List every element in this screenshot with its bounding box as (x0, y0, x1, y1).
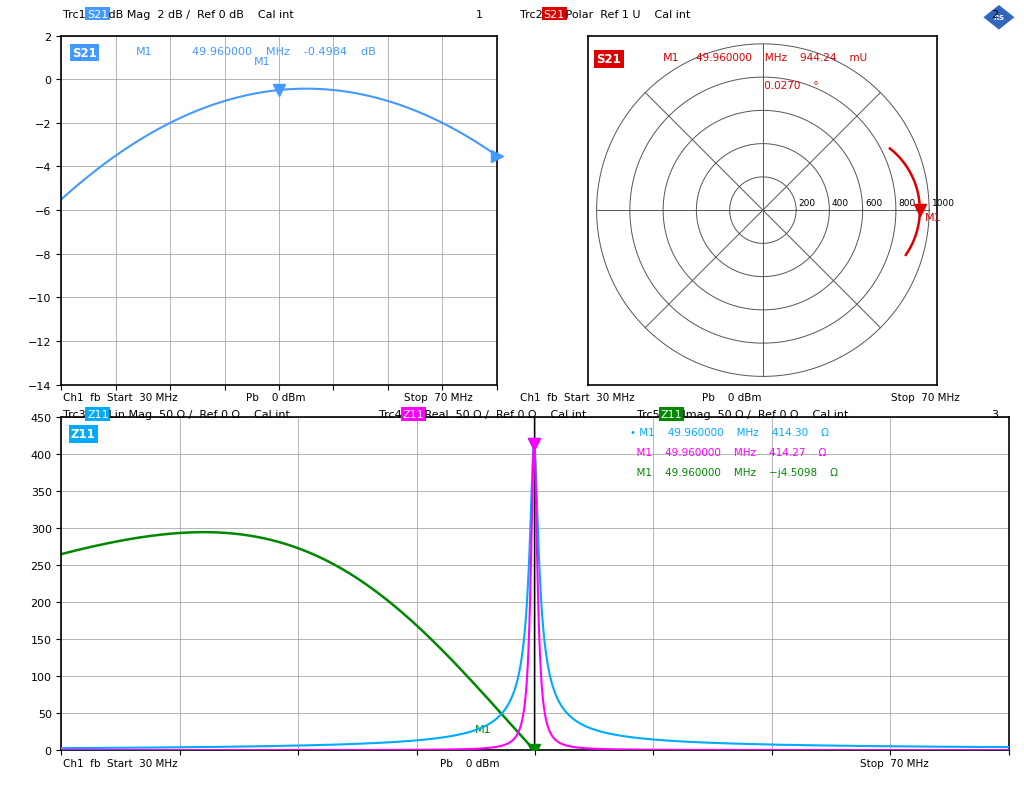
Text: Pb    0 dBm: Pb 0 dBm (246, 393, 305, 402)
Text: Stop  70 MHz: Stop 70 MHz (860, 758, 929, 768)
Text: Z11: Z11 (660, 410, 682, 419)
Text: Trc3: Trc3 (63, 410, 86, 419)
Text: Trc2: Trc2 (520, 10, 543, 19)
Text: M1: M1 (135, 47, 152, 57)
Text: M1: M1 (254, 57, 270, 67)
Text: Ch1  fb  Start  30 MHz: Ch1 fb Start 30 MHz (63, 393, 178, 402)
Text: Lin Mag  50 Ω /  Ref 0 Ω    Cal int: Lin Mag 50 Ω / Ref 0 Ω Cal int (105, 410, 291, 419)
Text: S21: S21 (597, 53, 622, 66)
Text: 1000: 1000 (932, 199, 954, 208)
Text: M1: M1 (925, 213, 941, 223)
Text: 0.0270    °: 0.0270 ° (696, 81, 819, 92)
Text: Real  50 Ω /  Ref 0 Ω    Cal int: Real 50 Ω / Ref 0 Ω Cal int (421, 410, 586, 419)
Text: M1    49.960000    MHz    414.27    Ω: M1 49.960000 MHz 414.27 Ω (630, 448, 826, 457)
Text: 600: 600 (865, 199, 883, 208)
Text: 400: 400 (831, 199, 849, 208)
Text: Z11: Z11 (402, 410, 424, 419)
Text: R: R (993, 15, 999, 20)
Text: Pb    0 dBm: Pb 0 dBm (702, 393, 762, 402)
Text: Stop  70 MHz: Stop 70 MHz (404, 393, 473, 402)
Text: Stop  70 MHz: Stop 70 MHz (891, 393, 959, 402)
Text: 2: 2 (991, 10, 998, 19)
Text: 800: 800 (898, 199, 915, 208)
Text: Trc4: Trc4 (379, 410, 401, 419)
Text: M1: M1 (664, 53, 680, 63)
Text: Trc1: Trc1 (63, 10, 86, 19)
Text: • M1    49.960000    MHz    414.30    Ω: • M1 49.960000 MHz 414.30 Ω (630, 427, 828, 438)
Text: S21: S21 (544, 10, 565, 19)
Text: dB Mag  2 dB /  Ref 0 dB    Cal int: dB Mag 2 dB / Ref 0 dB Cal int (105, 10, 294, 19)
Text: Ch1  fb  Start  30 MHz: Ch1 fb Start 30 MHz (520, 393, 635, 402)
Text: S21: S21 (73, 47, 97, 60)
Text: M1: M1 (475, 723, 492, 734)
Text: Ch1  fb  Start  30 MHz: Ch1 fb Start 30 MHz (63, 758, 178, 768)
Text: Trc5: Trc5 (637, 410, 659, 419)
Text: Imag  50 Ω /  Ref 0 Ω    Cal int: Imag 50 Ω / Ref 0 Ω Cal int (679, 410, 848, 419)
Text: 1: 1 (476, 10, 483, 19)
Text: S: S (999, 15, 1004, 20)
Polygon shape (982, 5, 1016, 32)
Text: 49.960000    MHz    944.24    mU: 49.960000 MHz 944.24 mU (696, 53, 867, 63)
Text: Polar  Ref 1 U    Cal int: Polar Ref 1 U Cal int (562, 10, 690, 19)
Text: 200: 200 (799, 199, 816, 208)
Text: 49.960000    MHz    -0.4984    dB: 49.960000 MHz -0.4984 dB (193, 47, 376, 57)
Text: 3: 3 (991, 410, 998, 419)
Text: Z11: Z11 (71, 427, 95, 440)
Text: Z11: Z11 (87, 410, 109, 419)
Text: S21: S21 (87, 10, 109, 19)
Text: M1    49.960000    MHz    −j4.5098    Ω: M1 49.960000 MHz −j4.5098 Ω (630, 467, 838, 478)
Text: Pb    0 dBm: Pb 0 dBm (440, 758, 500, 768)
